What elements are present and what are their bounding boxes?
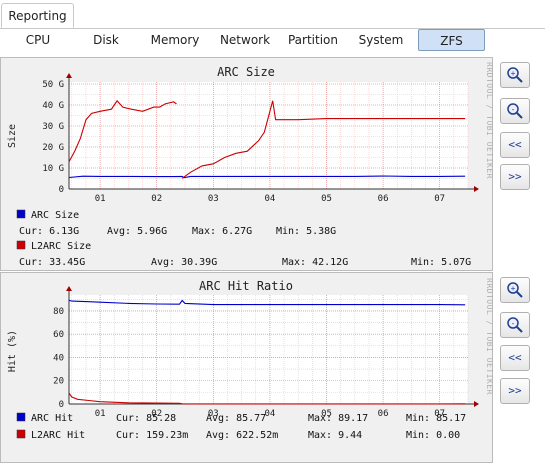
legend-min: Min: 85.17 [406,413,466,424]
zoom-out-button[interactable]: - [500,98,530,124]
subtab-system[interactable]: System [358,33,404,47]
series-line-l2arc-size [68,99,177,162]
x-tick-label: 03 [208,409,219,419]
legend-cur: Cur: 159.23m [116,430,188,441]
svg-text:-: - [511,319,516,328]
svg-text:-: - [511,105,516,114]
x-tick-label: 06 [378,194,389,204]
legend-name: L2ARC Size [31,241,91,252]
y-tick-label: 60 [53,330,64,340]
legend-name: ARC Hit [31,413,73,424]
legend-swatch [16,240,26,250]
prev-period-button[interactable]: << [500,345,530,371]
x-tick-label: 07 [434,409,445,419]
y-tick-label: 40 [53,353,64,363]
series-line-arc-hit [68,299,466,306]
legend-cur: Cur: 85.28 [116,413,176,424]
x-tick-label: 01 [95,409,106,419]
subtab-zfs[interactable]: ZFS [418,29,485,51]
y-tick-label: 50 G [42,80,64,90]
subtab-network[interactable]: Network [219,33,271,47]
legend-name: ARC Size [31,210,79,221]
legend-name: L2ARC Hit [31,430,85,441]
subtab-partition[interactable]: Partition [287,33,338,47]
y-axis-arrow [66,286,72,291]
series-line-l2arc-size-segment-2- [181,100,466,179]
zoom-out-icon: - [507,103,523,119]
arc-hit-ratio-graph-panel: ARC Hit Ratio Hit (%) 01 02 03 04 05 06 07 0 20 40 6… [0,272,493,463]
x-tick-label: 05 [321,409,332,419]
y-tick-label: 40 G [42,101,64,111]
y-tick-label: 10 G [42,164,64,174]
legend-avg: Avg: 622.52m [206,430,278,441]
zoom-in-button[interactable]: + [500,277,530,303]
arc-hit-ratio-chart: ARC Hit Ratio Hit (%) 01 02 03 04 05 06 07 0 20 40 6… [7,279,479,441]
x-tick-label: 04 [264,194,275,204]
x-tick-label: 05 [321,194,332,204]
y-tick-label: 30 G [42,122,64,132]
subtab-memory[interactable]: Memory [150,33,200,47]
legend-max: Max: 42.12G [282,257,348,268]
rrdtool-watermark: RRDTOOL / TOBI OETIKER [485,62,494,179]
arc-size-chart: ARC Size Size 01 02 03 04 05 06 07 0 10 G 20 G 30 G 4… [7,65,479,268]
y-tick-label: 0 [59,400,64,410]
legend-max: Max: 6.27G [192,226,252,237]
plot-area [69,82,468,189]
arc-size-graph-panel: ARC Size Size 01 02 03 04 05 06 07 0 10 G 20 G 30 G 4… [0,57,493,271]
y-tick-label: 80 [53,307,64,317]
y-axis-label: Hit (%) [7,330,18,372]
legend-avg: Avg: 85.77 [206,413,266,424]
legend-min: Min: 5.07G [411,257,471,268]
rrdtool-watermark: RRDTOOL / TOBI OETIKER [485,278,494,395]
zoom-out-icon: - [507,317,523,333]
next-period-button[interactable]: >> [500,164,530,190]
y-tick-label: 0 [59,185,64,195]
subtab-cpu[interactable]: CPU [25,33,51,47]
x-tick-label: 01 [95,194,106,204]
legend-cur: Cur: 6.13G [19,226,79,237]
x-tick-label: 02 [151,194,162,204]
x-tick-label: 02 [151,409,162,419]
series-line-l2arc-hit [68,392,466,405]
legend-swatch [16,209,26,219]
legend-min: Min: 0.00 [406,430,460,441]
y-tick-label: 20 [53,377,64,387]
legend-max: Max: 89.17 [308,413,368,424]
legend-swatch [16,429,26,439]
legend-swatch [16,412,26,422]
tab-reporting[interactable]: Reporting [1,3,74,28]
next-period-button[interactable]: >> [500,378,530,404]
chart-title: ARC Size [217,65,275,79]
svg-text:+: + [511,69,516,78]
x-tick-label: 04 [264,409,275,419]
legend-max: Max: 9.44 [308,430,362,441]
chart-title: ARC Hit Ratio [199,279,293,293]
top-tab-bar [0,0,545,29]
x-axis-arrow [474,401,479,407]
zoom-in-icon: + [507,282,523,298]
zoom-out-button[interactable]: - [500,312,530,338]
zoom-in-icon: + [507,67,523,83]
x-axis-arrow [474,186,479,192]
prev-period-button[interactable]: << [500,132,530,158]
x-tick-label: 07 [434,194,445,204]
y-axis-label: Size [7,124,18,148]
plot-area [69,295,468,404]
x-tick-label: 03 [208,194,219,204]
legend-min: Min: 5.38G [276,226,336,237]
y-axis-arrow [66,73,72,78]
x-tick-label: 06 [378,409,389,419]
y-tick-label: 20 G [42,143,64,153]
legend-cur: Cur: 33.45G [19,257,85,268]
zoom-in-button[interactable]: + [500,62,530,88]
svg-text:+: + [511,284,516,293]
subtab-disk[interactable]: Disk [93,33,119,47]
legend-avg: Avg: 5.96G [107,226,167,237]
legend-avg: Avg: 30.39G [151,257,217,268]
series-line-arc-size [68,175,466,179]
